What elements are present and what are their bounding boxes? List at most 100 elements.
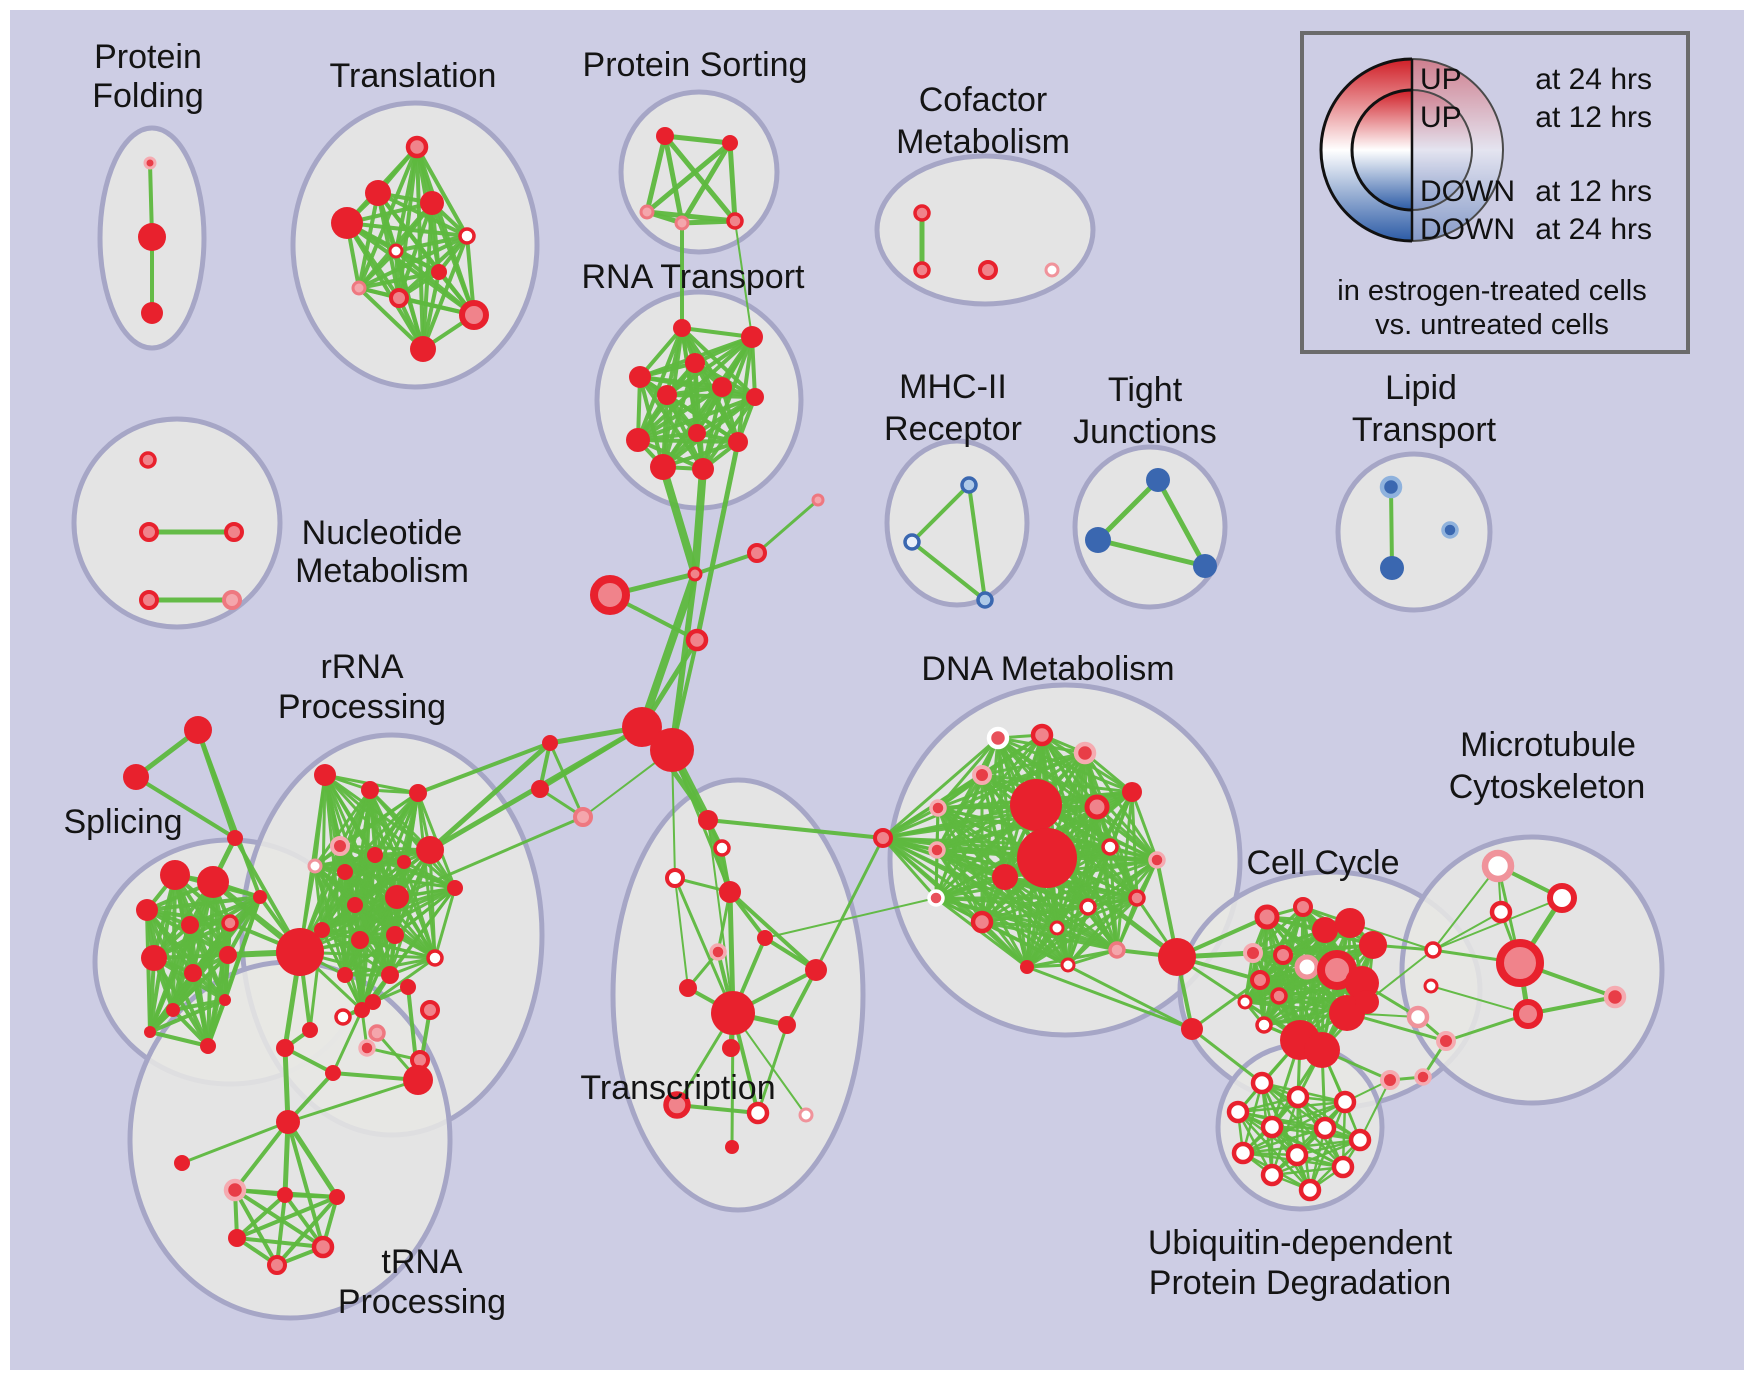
network-edge [1190,978,1262,1031]
gene-node-red [431,264,447,280]
legend-time-label: at 24 hrs [1535,63,1652,96]
network-edge [1190,1027,1264,1085]
gene-node-red [397,855,411,869]
network-edge [548,741,585,819]
gene-node-whitered [927,889,945,907]
network-edge [283,1193,339,1199]
gene-node-redpink [590,575,630,615]
network-edge [1389,485,1394,570]
legend-caption: vs. untreated cells [1375,309,1609,341]
network-edge [679,140,733,226]
network-edge [235,1236,325,1249]
network-edge [206,895,262,1048]
network-edge [357,234,469,290]
gene-node-red [722,135,738,151]
gene-node-pinkwhite [307,858,323,874]
gene-node-red [410,336,436,362]
network-edge [358,938,437,960]
gene-node-redpink [267,1255,287,1275]
gene-node-pinkred [1380,1070,1400,1090]
network-edge [1251,905,1305,955]
gene-node-redwhite [665,868,685,888]
gene-node-redpink [420,1000,440,1020]
network-edge [1115,896,1139,952]
network-edge [282,1045,291,1125]
network-edge [881,806,940,840]
gene-node-red [181,916,199,934]
gene-node-redpink [311,1235,335,1259]
cluster-label-rrna-processing: rRNA [320,648,403,686]
gene-node-red [1355,990,1379,1014]
network-edge [1270,1165,1345,1177]
gene-node-red [679,979,697,997]
gene-node-red [228,1229,246,1247]
gene-node-red [200,1038,216,1054]
gene-node-red [719,881,741,903]
gene-node-redpink [687,566,703,582]
gene-node-red [141,302,163,324]
network-edge [1236,1110,1362,1142]
network-edge [730,1011,735,1149]
gene-node-pinkwhite [1294,954,1320,980]
gene-node-pinkred [358,1039,376,1057]
network-edge [980,858,1159,924]
network-edge [980,920,1194,1031]
network-edge [345,221,425,351]
cluster-label-microtubule-cytoskeleton: Cytoskeleton [1449,768,1646,806]
gene-node-redwhite [1285,1143,1309,1167]
cluster-label-cofactor-metabolism: Metabolism [896,123,1070,161]
cluster-label-protein-folding: Folding [92,77,204,115]
gene-node-red [542,735,558,751]
network-edge [638,375,705,471]
network-edge [636,326,684,442]
gene-node-redpink [913,204,931,222]
network-edge [345,221,469,238]
gene-node-redpink [139,522,159,542]
gene-node-redpink [1273,945,1293,965]
gene-node-redwhite [334,1008,352,1026]
gene-node-pinkwhite [1044,262,1060,278]
network-edge [936,806,1029,969]
gene-node-lightblue [960,476,978,494]
gene-node-pinkwhite [798,1107,814,1123]
gene-node-pinkred [223,1178,247,1202]
gene-node-pink [222,590,242,610]
gene-node-redpink [224,522,244,542]
network-edge [636,385,724,442]
network-edge [313,864,324,932]
gene-node-pinkred [1603,985,1627,1009]
gene-node-red [174,1155,190,1171]
gene-node-red [629,366,651,388]
gene-node-bluelight [1379,475,1403,499]
network-edge [357,270,441,290]
network-edge [662,133,738,224]
cluster-label-trna-processing: Processing [338,1283,506,1321]
gene-node-pink [674,215,690,231]
network-edge [734,220,753,338]
network-edge [1025,948,1119,969]
gene-node-red [354,1002,370,1018]
gene-node-red [673,319,691,337]
gene-node-red [277,1187,293,1203]
gene-node-red [276,1039,294,1057]
gene-node-red [722,1039,740,1057]
network-edge [1236,1110,1312,1192]
network-edge [936,751,1087,810]
gene-node-red [698,810,718,830]
gene-node-redwhite [1331,1155,1355,1179]
network-edge [357,145,419,290]
gene-node-bluelight [1441,521,1459,539]
legend-direction-label: UP [1420,101,1462,134]
gene-node-red [403,1065,433,1095]
gene-node-red [650,728,694,772]
gene-node-redpink [873,828,893,848]
gene-node-red [325,1065,341,1081]
network-edge [1432,911,1502,951]
gene-node-redwhite [1260,1115,1284,1139]
gene-node-redwhite [1547,883,1577,913]
gene-node-blue [1146,468,1170,492]
gene-node-pinkred [709,943,727,961]
network-edge [674,877,689,989]
network-edge [331,1008,364,1075]
gene-node-red [184,964,202,982]
